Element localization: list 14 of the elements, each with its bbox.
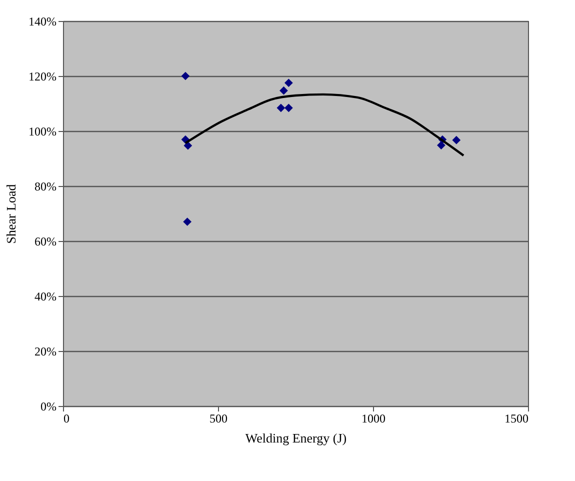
y-tick-label: 140% — [28, 14, 56, 28]
y-tick-label: 40% — [34, 290, 56, 304]
x-tick-label: 0 — [64, 412, 70, 426]
x-tick-label: 1000 — [362, 412, 386, 426]
y-tick-label: 80% — [34, 180, 56, 194]
y-tick-label: 0% — [40, 400, 56, 414]
y-axis-title: Shear Load — [4, 184, 19, 244]
y-tick-label: 120% — [28, 70, 56, 84]
x-tick-label: 1500 — [504, 412, 528, 426]
y-tick-label: 100% — [28, 124, 56, 138]
x-tick-label: 500 — [210, 412, 228, 426]
x-axis-title: Welding Energy (J) — [245, 430, 347, 446]
y-tick-label: 60% — [34, 234, 56, 248]
y-tick-label: 20% — [34, 344, 56, 358]
